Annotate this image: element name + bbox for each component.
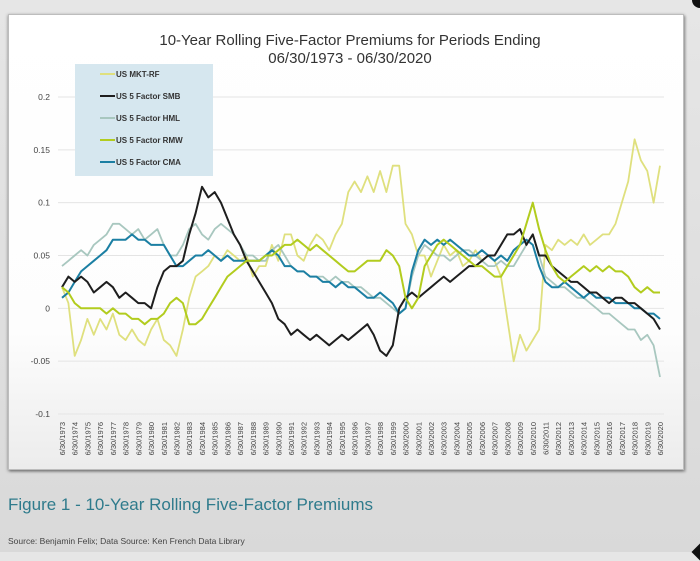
x-tick-label: 6/30/1996 [351,422,360,455]
legend: US MKT-RF US 5 Factor SMB US 5 Factor HM… [75,64,213,176]
corner-decoration [692,0,700,8]
legend-label-cma: US 5 Factor CMA [116,157,181,167]
x-tick-label: 6/30/2015 [592,422,601,455]
y-tick-label: 0 [45,303,50,313]
figure-caption: Figure 1 - 10-Year Rolling Five-Factor P… [8,495,373,514]
legend-item-smb: US 5 Factor SMB [100,89,180,103]
x-tick-label: 6/30/2012 [554,422,563,455]
x-tick-label: 6/30/2016 [605,422,614,455]
x-tick-label: 6/30/1973 [58,422,67,455]
x-tick-label: 6/30/1988 [249,422,258,455]
legend-swatch-cma [100,161,115,163]
x-tick-label: 6/30/2011 [541,422,550,455]
legend-item-mkt-rf: US MKT-RF [100,67,160,81]
x-tick-label: 6/30/1995 [338,422,347,455]
x-tick-label: 6/30/1976 [96,422,105,455]
x-tick-label: 6/30/1985 [211,422,220,455]
x-tick-label: 6/30/2007 [491,422,500,455]
legend-swatch-hml [100,117,115,119]
series-line-us-5-factor-rmw [61,201,660,326]
legend-label-hml: US 5 Factor HML [116,113,181,123]
x-tick-label: 6/30/2019 [643,422,652,455]
source-note: Source: Benjamin Felix; Data Source: Ken… [8,536,245,546]
x-tick-label: 6/30/2003 [440,422,449,455]
y-tick-label: 0.2 [38,92,50,102]
x-tick-label: 6/30/2008 [503,422,512,455]
legend-swatch-rmw [100,139,115,141]
series-line-us-5-factor-hml [61,222,661,378]
x-tick-label: 6/30/1993 [312,422,321,455]
x-tick-label: 6/30/1997 [363,422,372,455]
x-tick-label: 6/30/1994 [325,422,334,455]
series-line-us-mkt-rf [61,138,661,363]
legend-item-cma: US 5 Factor CMA [100,155,181,169]
x-tick-label: 6/30/1980 [147,422,156,455]
x-tick-label: 6/30/1998 [376,422,385,455]
y-tick-label: -0.05 [31,356,51,366]
x-tick-label: 6/30/1975 [83,422,92,455]
legend-label-mkt-rf: US MKT-RF [116,69,160,79]
x-tick-label: 6/30/2010 [529,422,538,455]
x-tick-label: 6/30/1991 [287,422,296,455]
x-tick-label: 6/30/1982 [173,422,182,455]
y-tick-label: -0.1 [35,409,50,419]
x-tick-label: 6/30/1981 [160,422,169,455]
chart-title: 10-Year Rolling Five-Factor Premiums for… [159,32,541,49]
x-tick-label: 6/30/2013 [567,422,576,455]
x-tick-label: 6/30/2020 [656,422,665,455]
series-line-us-5-factor-smb [61,185,661,357]
x-tick-label: 6/30/2009 [516,422,525,455]
chart-subtitle: 06/30/1973 - 06/30/2020 [268,50,432,67]
x-tick-label: 6/30/1974 [71,422,80,455]
x-tick-label: 6/30/1992 [300,422,309,455]
x-tick-label: 6/30/2004 [452,422,461,455]
x-tick-label: 6/30/1999 [389,422,398,455]
x-tick-label: 6/30/2017 [618,422,627,455]
x-tick-label: 6/30/1986 [223,422,232,455]
x-tick-label: 6/30/2018 [631,422,640,455]
x-tick-label: 6/30/1984 [198,422,207,455]
y-tick-label: 0.1 [38,198,50,208]
x-tick-label: 6/30/2005 [465,422,474,455]
legend-swatch-smb [100,95,115,97]
x-tick-label: 6/30/2014 [580,422,589,455]
legend-item-rmw: US 5 Factor RMW [100,133,183,147]
x-tick-label: 6/30/2002 [427,422,436,455]
x-tick-label: 6/30/1989 [262,422,271,455]
x-tick-label: 6/30/1990 [274,422,283,455]
legend-item-hml: US 5 Factor HML [100,111,180,125]
x-tick-label: 6/30/1978 [122,422,131,455]
x-tick-label: 6/30/1987 [236,422,245,455]
legend-swatch-mkt-rf [100,73,115,75]
legend-label-smb: US 5 Factor SMB [116,91,181,101]
x-tick-label: 6/30/1979 [134,422,143,455]
x-tick-label: 6/30/1977 [109,422,118,455]
x-tick-label: 6/30/2001 [414,422,423,455]
x-tick-label: 6/30/2006 [478,422,487,455]
series-line-us-5-factor-cma [61,233,661,320]
x-tick-label: 6/30/2000 [402,422,411,455]
y-tick-label: 0.05 [33,251,50,261]
y-tick-label: 0.15 [33,145,50,155]
legend-label-rmw: US 5 Factor RMW [116,135,183,145]
x-tick-label: 6/30/1983 [185,422,194,455]
